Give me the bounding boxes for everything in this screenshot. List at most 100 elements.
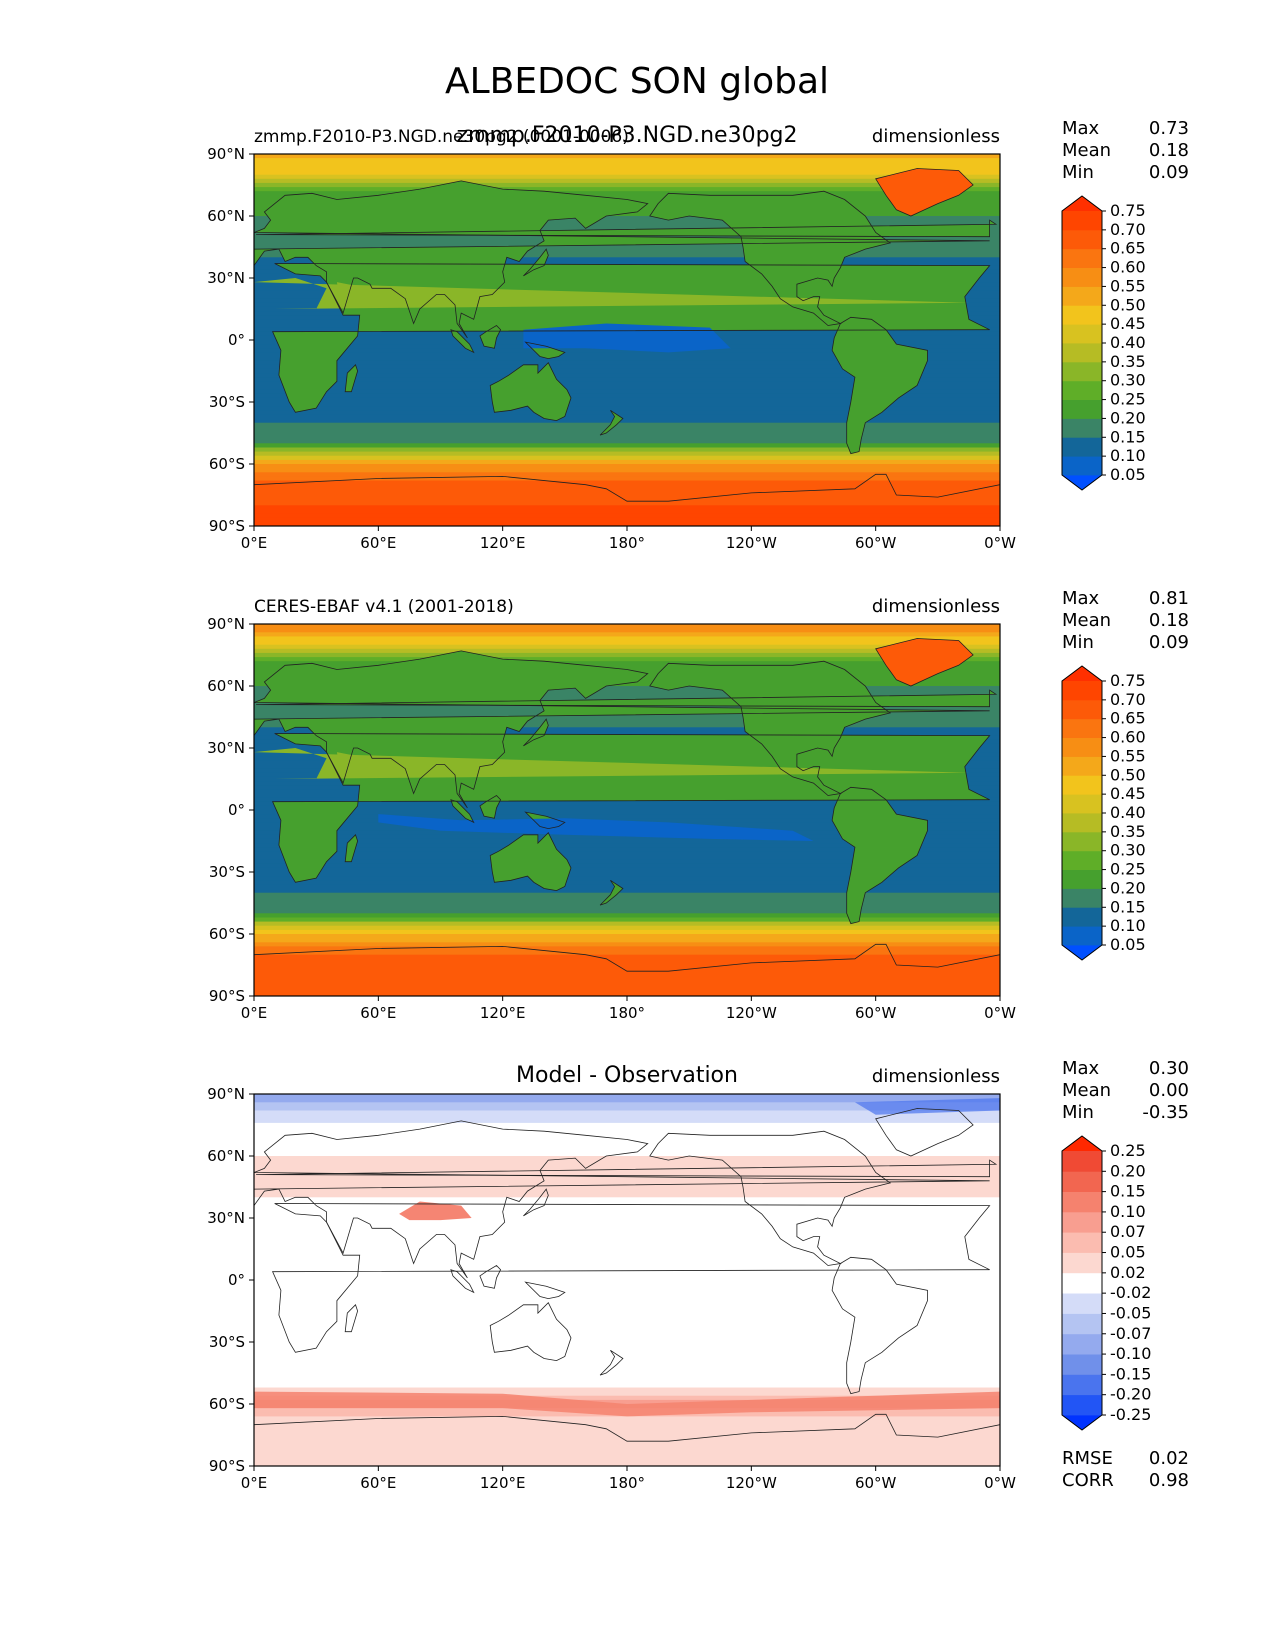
zonal-band	[254, 843, 1000, 848]
colorbar-segment	[1062, 437, 1102, 457]
zonal-band	[254, 917, 1000, 923]
zonal-band	[254, 393, 1000, 399]
zonal-band	[254, 191, 1000, 196]
coastline-madagascar	[344, 364, 359, 393]
zonal-band	[254, 632, 1000, 637]
colorbar-segment	[1062, 681, 1102, 701]
colorbar-tick-label: 0.15	[1110, 897, 1146, 916]
zonal-band	[254, 987, 1000, 993]
lon-tick-label: 0°W	[984, 1474, 1016, 1492]
zonal-band	[254, 1131, 1000, 1136]
zonal-band	[254, 628, 1000, 633]
lon-tick-label: 0°E	[241, 1004, 268, 1022]
zonal-band	[254, 892, 1000, 898]
zonal-band	[254, 1259, 1000, 1264]
colorbar-segment	[1062, 907, 1102, 927]
stat-value: 0.81	[1149, 588, 1189, 609]
coastline-japan	[523, 1188, 549, 1217]
zonal-band	[254, 1395, 1000, 1401]
lat-tick-label: 0°	[228, 1271, 245, 1289]
colorbar-segment	[1062, 926, 1102, 946]
zonal-band	[254, 905, 1000, 910]
zonal-band	[254, 818, 1000, 823]
lon-tick-label: 0°W	[984, 534, 1016, 552]
zonal-band	[254, 1424, 1000, 1430]
panel-diff: 90°N 60°N 30°N 0° 30°S 60°S 90°S0°E 60°E 120°E 18…	[207, 1058, 1189, 1492]
zonal-band	[254, 1106, 1000, 1112]
colorbar-tick-label: -0.25	[1110, 1405, 1151, 1424]
colorbar-segment	[1062, 1354, 1102, 1375]
zonal-band	[254, 352, 1000, 358]
coastline-sam	[831, 316, 928, 455]
coastline-greenland	[875, 1108, 974, 1157]
zonal-band	[254, 863, 1000, 869]
colorbar-segment	[1062, 1293, 1102, 1314]
colorbar-tick-label: -0.15	[1110, 1364, 1151, 1383]
zonal-band	[254, 1420, 1000, 1426]
stat-label: Max	[1062, 118, 1100, 139]
stat-label: Mean	[1062, 610, 1111, 631]
coastline-eurasia	[254, 180, 990, 339]
zonal-band	[254, 1337, 1000, 1343]
coastline-antarctica	[254, 473, 1000, 502]
land-sam	[832, 787, 928, 924]
colorbar-tick-label: 0.50	[1110, 765, 1146, 784]
colorbar-extend-max	[1062, 196, 1102, 211]
zonal-band	[254, 418, 1000, 424]
zonal-band	[254, 368, 1000, 374]
colorbar-segment	[1062, 1313, 1102, 1335]
coastline-sumatra	[450, 1269, 475, 1294]
coastline-sam	[831, 786, 928, 925]
colorbar-segment	[1062, 888, 1102, 908]
zonal-band	[254, 1333, 1000, 1339]
coastline-ng	[524, 811, 566, 830]
zonal-band	[254, 397, 1000, 403]
zonal-band	[254, 1296, 1000, 1302]
zonal-band	[254, 1168, 1000, 1174]
land-uk	[256, 220, 996, 237]
zonal-band	[254, 377, 1000, 382]
sahara-region	[254, 748, 969, 779]
zonal-band	[254, 810, 1000, 815]
zonal-band	[254, 1156, 1000, 1161]
zonal-band	[254, 859, 1000, 865]
zonal-band	[254, 1127, 1000, 1132]
lon-tick-label: 60°W	[855, 1004, 897, 1022]
zonal-band	[254, 1226, 1000, 1231]
coastline-uk	[256, 219, 998, 238]
coastline-eurasia	[254, 1120, 990, 1279]
zonal-band	[254, 517, 1000, 523]
stat-value: 0.30	[1149, 1058, 1189, 1079]
zonal-band	[254, 979, 1000, 985]
colorbar-tick-label: 0.20	[1110, 1161, 1146, 1180]
lat-tick-label: 30°S	[209, 863, 245, 881]
coastline-nz	[599, 879, 624, 906]
zonal-band	[254, 896, 1000, 902]
zonal-band	[254, 1342, 1000, 1347]
zonal-band	[254, 1461, 1000, 1466]
lat-tick-label: 90°N	[207, 615, 245, 633]
lat-tick-label: 90°N	[207, 1085, 245, 1103]
zonal-band	[254, 1110, 1000, 1116]
stat-value: 0.00	[1149, 1080, 1189, 1101]
coastline-africa	[271, 733, 991, 883]
zonal-band	[254, 1122, 1000, 1128]
lon-tick-label: 0°E	[241, 534, 268, 552]
lon-tick-label: 60°E	[360, 534, 396, 552]
zonal-band	[254, 855, 1000, 861]
zonal-band	[254, 1151, 1000, 1157]
colorbar-tick-label: 0.25	[1110, 860, 1146, 879]
panel-left-title: zmmp.F2010-P3.NGD.ne30pg2 (0001-0006)	[254, 127, 629, 147]
zonal-band	[254, 942, 1000, 947]
zonal-band	[254, 426, 1000, 432]
zonal-band	[254, 1308, 1000, 1314]
zonal-band	[254, 154, 1000, 159]
colorbar-tick-label: 0.25	[1110, 1141, 1146, 1160]
panel-center-title: Model - Observation	[516, 1063, 738, 1088]
colorbar-extend-min	[1062, 1415, 1102, 1430]
stat-label: Min	[1062, 1102, 1094, 1123]
coastline-antarctica	[254, 1413, 1000, 1442]
colorbar-segment	[1062, 380, 1102, 400]
land-nam	[649, 661, 891, 796]
zonal-band	[254, 505, 1000, 510]
